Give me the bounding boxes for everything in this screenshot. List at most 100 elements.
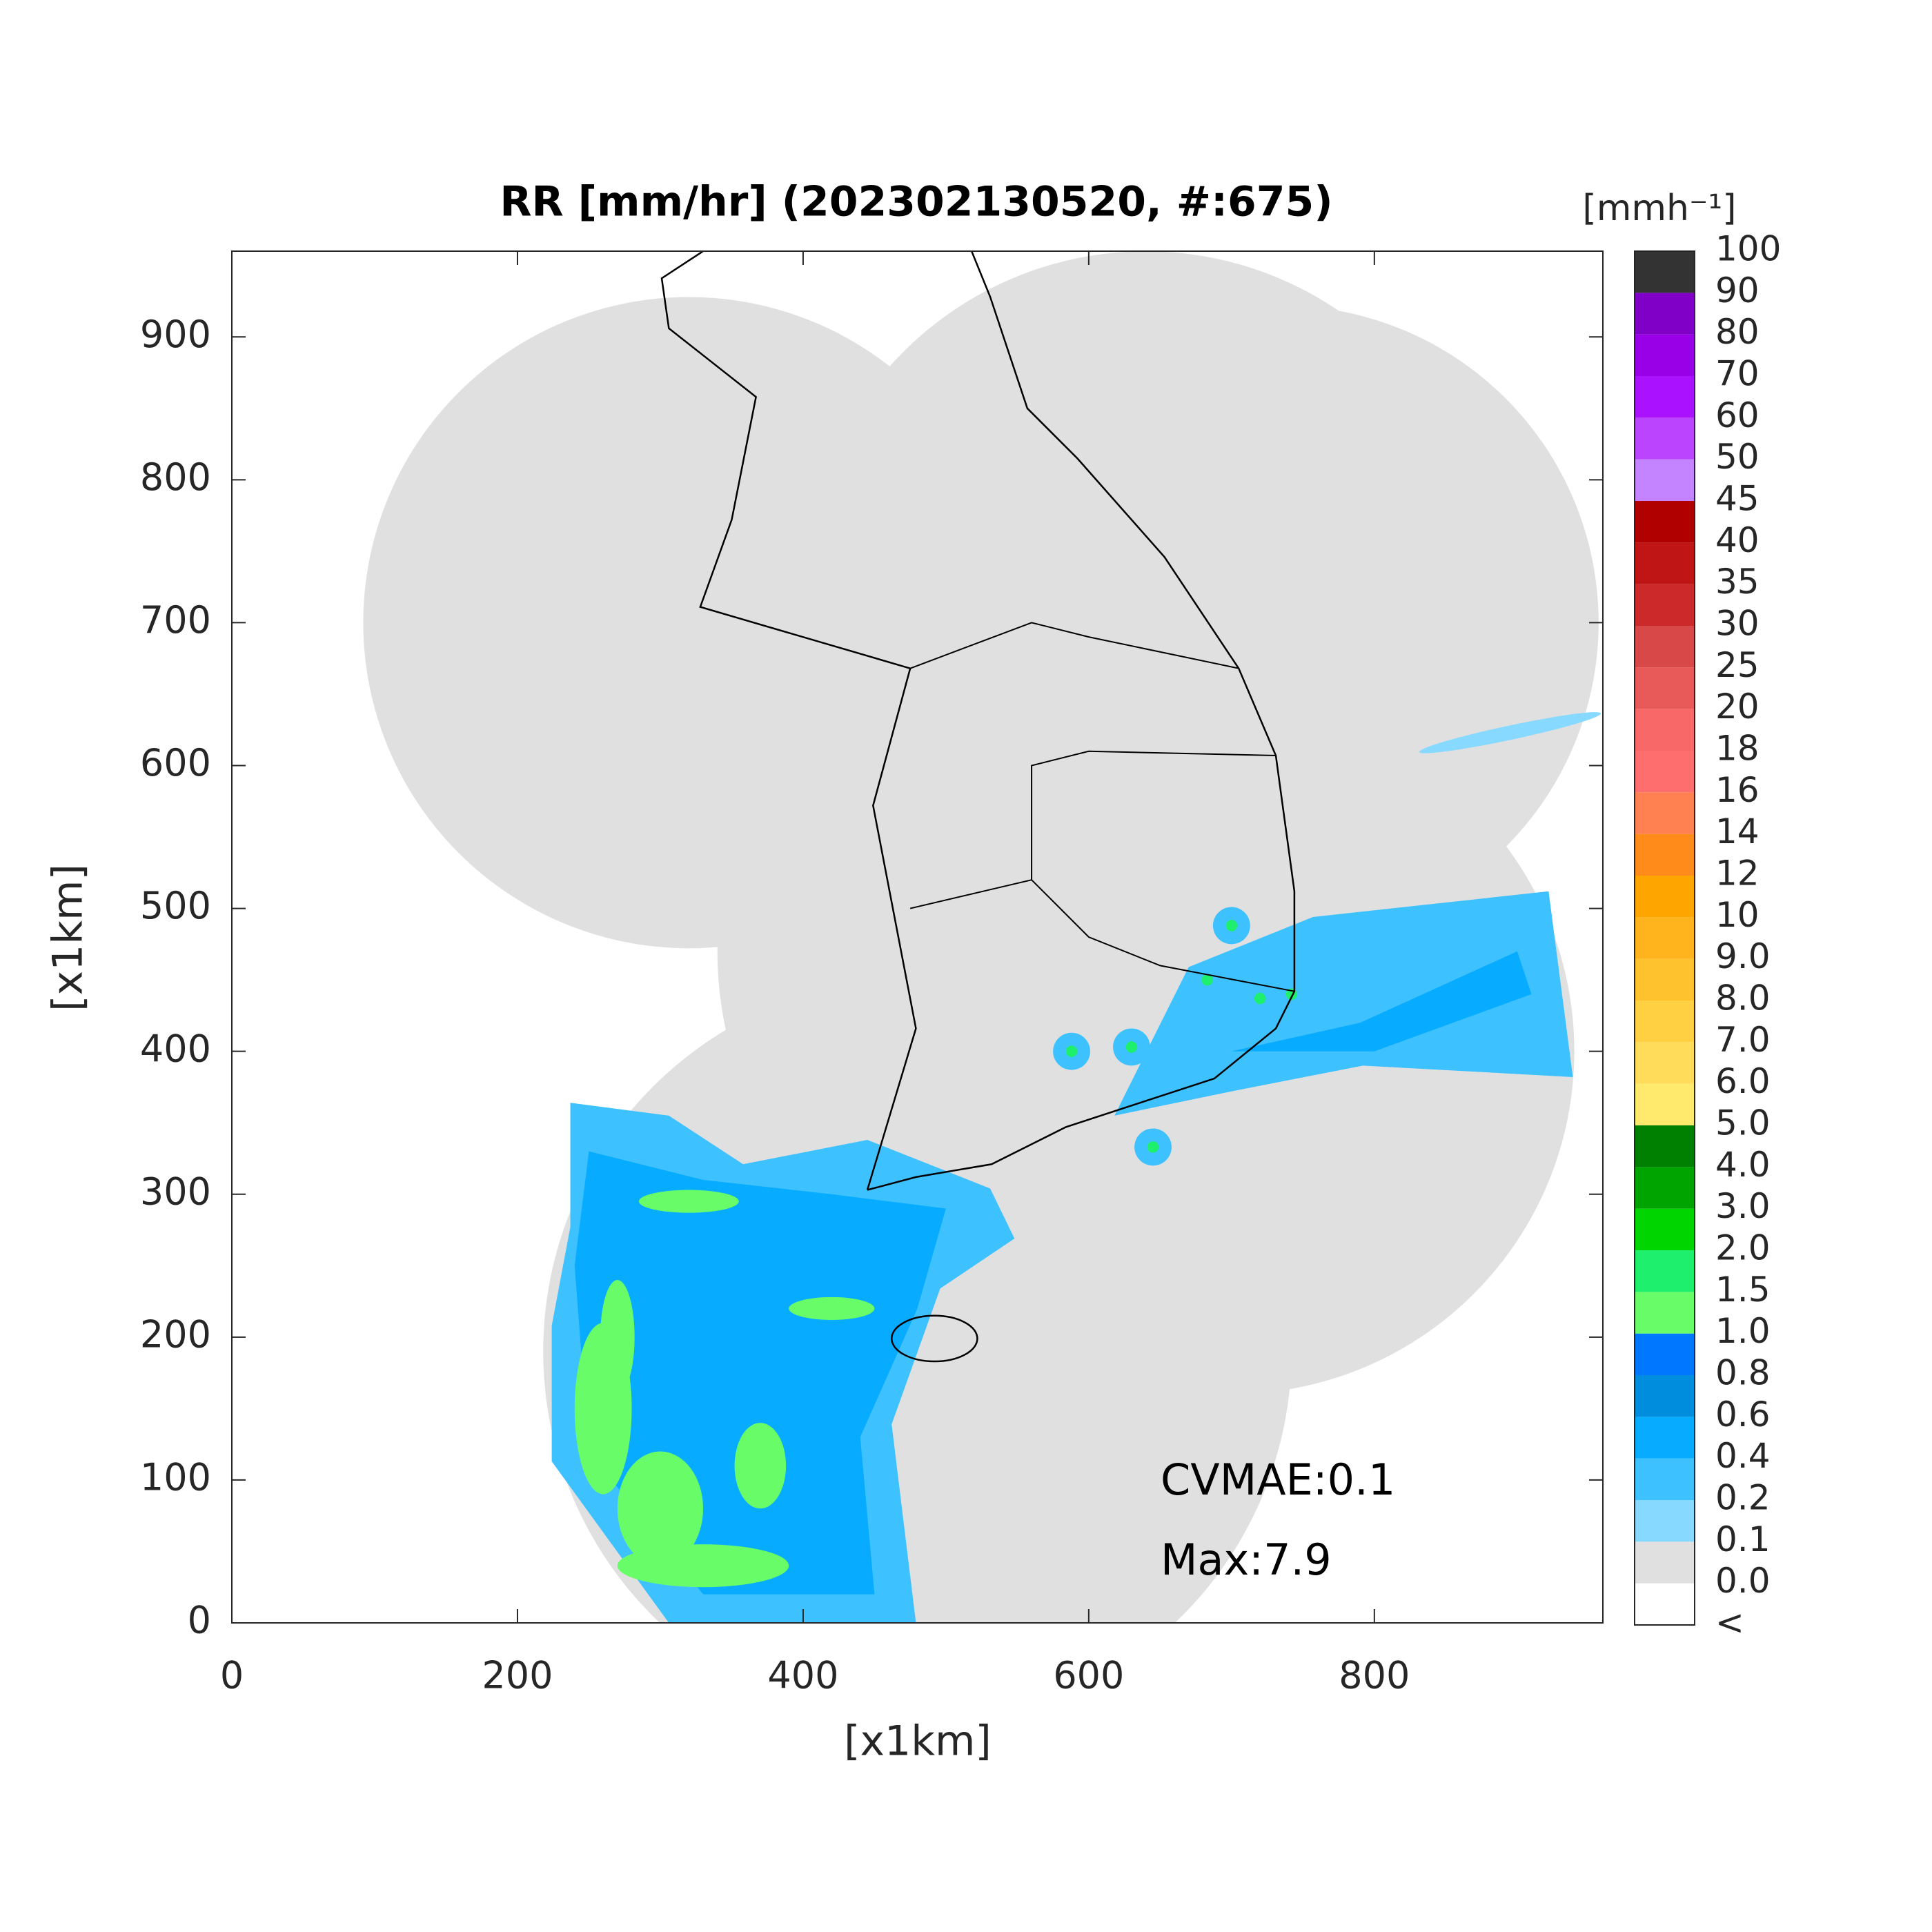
y-tick-label: 900 <box>140 313 211 356</box>
colorbar-tick-label: 80 <box>1715 312 1759 352</box>
rain-area <box>1231 951 1532 1052</box>
coastline <box>867 251 1296 1191</box>
y-axis-label: [x1km] <box>44 864 92 1012</box>
rain-cell <box>789 1297 875 1320</box>
rain-cell <box>617 1544 789 1588</box>
x-tick-label: 0 <box>220 1654 244 1697</box>
colorbar-tick-label: 40 <box>1715 520 1759 560</box>
y-tick-label: 0 <box>188 1599 211 1642</box>
echo-core <box>1201 974 1213 986</box>
colorbar-segment <box>1635 501 1695 543</box>
y-tick-label: 500 <box>140 884 211 927</box>
colorbar-tick-label: 50 <box>1715 437 1759 477</box>
colorbar-segment <box>1635 417 1695 460</box>
chart-title: RR [mm/hr] (202302130520, #:675) <box>500 178 1332 226</box>
colorbar-tick-label: 30 <box>1715 604 1759 644</box>
colorbar-segment <box>1635 459 1695 501</box>
colorbar-tick-label: 1.0 <box>1715 1311 1771 1351</box>
colorbar-label: [mmh⁻¹] <box>1582 188 1736 229</box>
colorbar-tick-label: 35 <box>1715 562 1759 602</box>
rain-cell <box>600 1280 635 1394</box>
annotation: Max:7.9 <box>1161 1535 1332 1585</box>
colorbar-tick-label: 45 <box>1715 479 1759 519</box>
colorbar-tick-label: 70 <box>1715 354 1759 394</box>
colorbar-segment <box>1635 334 1695 376</box>
colorbar-segment <box>1635 1125 1695 1167</box>
colorbar-tick-label: 0.4 <box>1715 1436 1771 1476</box>
colorbar-tick-label: 12 <box>1715 854 1759 894</box>
colorbar-tick-label: 1.5 <box>1715 1270 1771 1310</box>
echo-core <box>1065 1045 1078 1057</box>
colorbar-segment <box>1635 542 1695 584</box>
colorbar-tick-label: 0.2 <box>1715 1478 1771 1518</box>
colorbar-tick-label: 7.0 <box>1715 1020 1771 1060</box>
colorbar-segment <box>1635 584 1695 626</box>
colorbar-tick-label: 90 <box>1715 270 1759 310</box>
colorbar-segment <box>1635 1541 1695 1584</box>
rain-streak <box>1419 712 1601 753</box>
colorbar-tick-label: 3.0 <box>1715 1186 1771 1226</box>
colorbar-segment <box>1635 876 1695 918</box>
y-tick-label: 400 <box>140 1027 211 1070</box>
colorbar-segment <box>1635 1208 1695 1250</box>
colorbar-tick-label: 4.0 <box>1715 1145 1771 1185</box>
colorbar-tick-label: 0.1 <box>1715 1519 1771 1559</box>
rain-cell <box>734 1423 787 1509</box>
y-tick-label: 100 <box>140 1456 211 1499</box>
colorbar-segment <box>1635 751 1695 793</box>
colorbar-segment <box>1635 1083 1695 1125</box>
colorbar-segment <box>1635 251 1695 293</box>
map-area <box>363 251 1601 1623</box>
colorbar-segment <box>1635 709 1695 751</box>
axes-frame <box>231 250 1604 1624</box>
colorbar-tick-label: 6.0 <box>1715 1061 1771 1101</box>
echo-core <box>1147 1141 1159 1153</box>
colorbar-tick-label: 2.0 <box>1715 1228 1771 1268</box>
colorbar-tick-label: 10 <box>1715 895 1759 935</box>
colorbar-segment <box>1635 293 1695 335</box>
jeju-island <box>890 1314 978 1363</box>
y-tick-label: 600 <box>140 741 211 785</box>
colorbar-tick-label: 100 <box>1715 229 1781 269</box>
coastline <box>660 251 917 1190</box>
colorbar-segment <box>1635 1500 1695 1542</box>
colorbar-segment <box>1635 958 1695 1000</box>
colorbar-segment <box>1635 1000 1695 1043</box>
colorbar-segment <box>1635 917 1695 959</box>
colorbar-frame <box>1634 250 1695 1626</box>
colorbar-tick-label: 20 <box>1715 687 1759 727</box>
colorbar-segment <box>1635 1333 1695 1375</box>
colorbar-segment <box>1635 626 1695 668</box>
annotation: CVMAE:0.1 <box>1161 1455 1395 1505</box>
echo-core <box>1254 992 1266 1005</box>
echo-core <box>1225 920 1238 931</box>
colorbar-tick-label: 0.0 <box>1715 1561 1771 1601</box>
colorbar-tick-label: 9.0 <box>1715 936 1771 976</box>
colorbar-tick-label: 5.0 <box>1715 1103 1771 1143</box>
colorbar-segment <box>1635 1250 1695 1292</box>
colorbar-tick-label: 16 <box>1715 770 1759 810</box>
y-tick-label: 700 <box>140 598 211 642</box>
colorbar-segment <box>1635 1167 1695 1209</box>
colorbar-segment <box>1635 792 1695 834</box>
echo-core <box>1125 1041 1138 1053</box>
colorbar-tick-label: < <box>1715 1603 1744 1643</box>
colorbar-segment <box>1635 1417 1695 1459</box>
x-tick-label: 600 <box>1053 1654 1124 1697</box>
colorbar-segment <box>1635 1583 1695 1625</box>
colorbar-tick-label: 0.8 <box>1715 1353 1771 1393</box>
y-tick-label: 200 <box>140 1312 211 1356</box>
y-tick-label: 800 <box>140 455 211 499</box>
colorbar-segment <box>1635 667 1695 709</box>
x-tick-label: 200 <box>482 1654 553 1697</box>
x-tick-label: 800 <box>1339 1654 1410 1697</box>
y-tick-label: 300 <box>140 1170 211 1213</box>
rain-cell <box>617 1451 704 1566</box>
x-tick-label: 400 <box>767 1654 838 1697</box>
x-axis-label: [x1km] <box>844 1717 992 1766</box>
colorbar-tick-label: 60 <box>1715 395 1759 435</box>
colorbar-tick-label: 18 <box>1715 729 1759 769</box>
colorbar-segment <box>1635 1042 1695 1084</box>
